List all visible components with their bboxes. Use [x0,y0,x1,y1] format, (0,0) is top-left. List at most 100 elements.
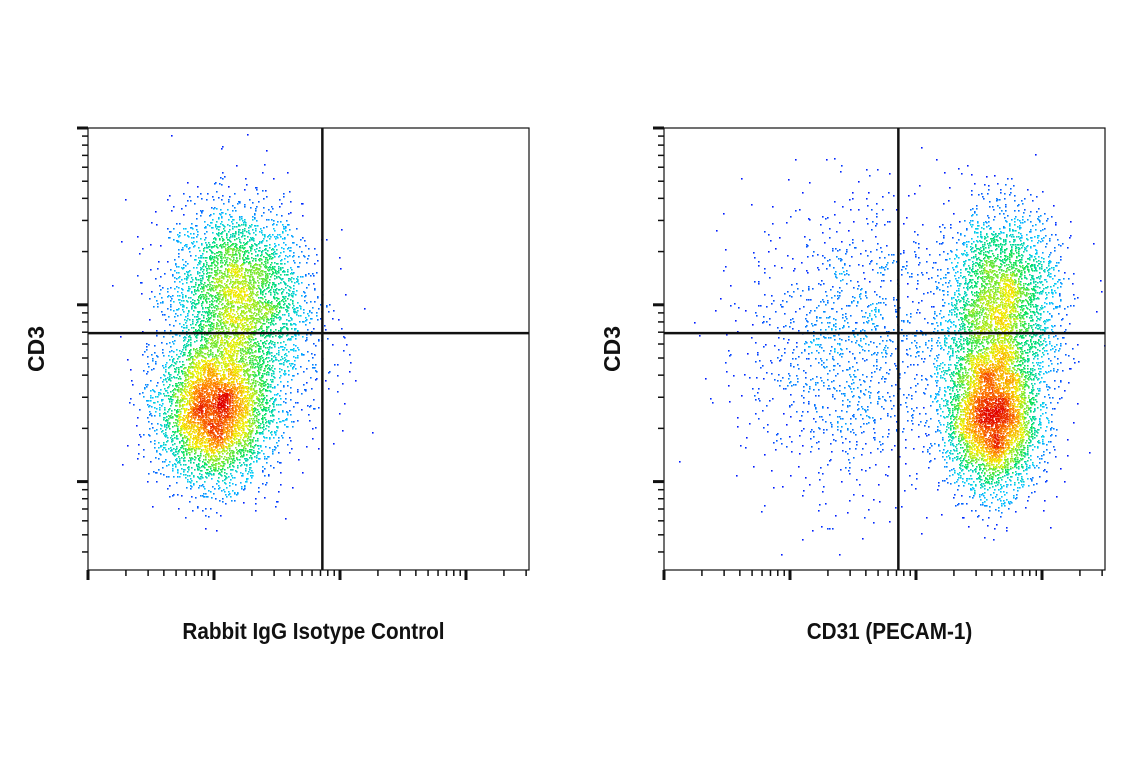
event-dot [199,407,201,409]
event-dot [287,271,289,273]
event-dot [214,467,216,469]
event-dot [214,441,216,443]
event-dot [226,393,228,395]
event-dot [231,265,233,267]
event-dot [199,431,201,433]
event-dot [164,388,166,390]
event-dot [213,386,215,388]
event-dot [206,453,208,455]
event-dot [219,373,221,375]
event-dot [223,398,225,400]
event-dot [234,236,236,238]
event-dot [211,409,213,411]
event-dot [196,389,198,391]
event-dot [244,292,246,294]
event-dot [199,330,201,332]
event-dot [249,369,251,371]
event-dot [266,357,268,359]
event-dot [249,420,251,422]
event-dot [173,395,175,397]
event-dot [240,403,242,405]
event-dot [219,399,221,401]
event-dot [169,399,171,401]
event-dot [204,422,206,424]
event-dot [227,304,229,306]
event-dot [202,391,204,393]
event-dot [218,481,220,483]
event-dot [223,401,225,403]
event-dot [189,390,191,392]
event-dot [296,228,298,230]
event-dot [193,387,195,389]
event-dot [209,473,211,475]
event-dot [229,237,231,239]
event-dot [231,275,233,277]
event-dot [242,391,244,393]
event-dot [205,338,207,340]
event-dot [194,414,196,416]
event-dot [145,384,147,386]
event-dot [189,448,191,450]
event-dot [274,342,276,344]
event-dot [218,468,220,470]
event-dot [216,374,218,376]
event-dot [206,464,208,466]
event-dot [214,438,216,440]
event-dot [214,434,216,436]
event-dot [232,261,234,263]
event-dot [211,295,213,297]
event-dot [181,267,183,269]
event-dot [210,443,212,445]
event-dot [112,285,114,287]
event-dot [282,327,284,329]
event-dot [182,437,184,439]
event-dot [270,289,272,291]
event-dot [245,312,247,314]
event-dot [215,447,217,449]
event-dot [197,368,199,370]
event-dot [176,415,178,417]
event-dot [224,393,226,395]
event-dot [184,389,186,391]
event-dot [239,307,241,309]
event-dot [203,263,205,265]
event-dot [243,286,245,288]
event-dot [253,339,255,341]
event-dot [232,355,234,357]
event-dot [274,256,276,258]
event-dot [283,251,285,253]
event-dot [222,328,224,330]
event-dot [193,366,195,368]
event-dot [216,444,218,446]
event-dot [216,191,218,193]
event-dot [236,257,238,259]
event-dot [235,279,237,281]
event-dot [223,374,225,376]
event-dot [243,311,245,313]
event-dot [258,357,260,359]
event-dot [165,449,167,451]
event-dot [244,219,246,221]
event-dot [200,440,202,442]
event-dot [240,265,242,267]
event-dot [196,414,198,416]
event-dot [239,439,241,441]
event-dot [180,428,182,430]
event-dot [198,296,200,298]
event-dot [235,245,237,247]
event-dot [238,427,240,429]
event-dot [235,331,237,333]
event-dot [241,287,243,289]
event-dot [222,351,224,353]
event-dot [279,301,281,303]
event-dot [233,329,235,331]
event-dot [219,413,221,415]
event-dot [222,289,224,291]
event-dot [238,252,240,254]
event-dot [260,446,262,448]
event-dot [233,405,235,407]
event-dot [275,245,277,247]
event-dot [199,448,201,450]
event-dot [151,406,153,408]
event-dot [211,265,213,267]
